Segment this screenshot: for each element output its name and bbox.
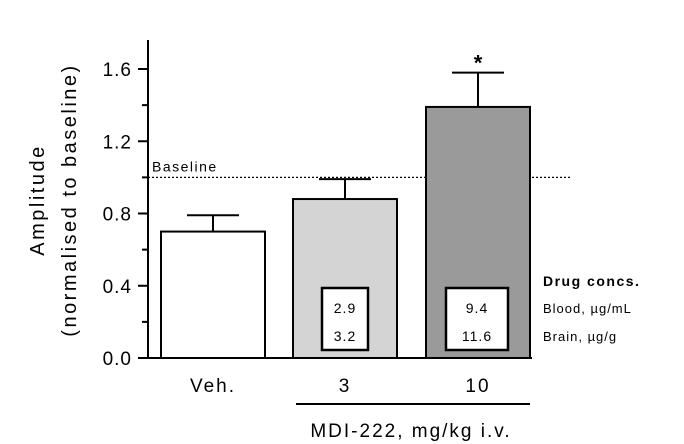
drug-concs-blood-label: Blood, µg/mL bbox=[543, 301, 632, 316]
bar-veh bbox=[160, 230, 266, 359]
category-label-veh: Veh. bbox=[190, 376, 236, 397]
conc-box-3-blood: 2.9 bbox=[334, 300, 356, 316]
conc-box-3mgkg: 2.9 3.2 bbox=[320, 286, 370, 352]
y-axis-title-line1: Amplitude bbox=[27, 144, 49, 255]
bars-group: * bbox=[148, 51, 532, 360]
significance-marker: * bbox=[474, 51, 483, 76]
y-axis-ticks: 0.0 0.4 0.8 1.2 1.6 bbox=[103, 60, 148, 370]
y-tick-label: 1.2 bbox=[103, 132, 132, 153]
category-label-10: 10 bbox=[465, 376, 490, 397]
conc-box-10-blood: 9.4 bbox=[466, 300, 488, 316]
conc-box-3-brain: 3.2 bbox=[334, 328, 356, 344]
conc-box-10mgkg: 9.4 11.6 bbox=[444, 286, 510, 352]
baseline-label: Baseline bbox=[152, 158, 218, 174]
y-tick-label: 0.4 bbox=[103, 277, 132, 298]
y-tick-label: 0.0 bbox=[103, 349, 132, 370]
conc-box-10-brain: 11.6 bbox=[462, 328, 492, 344]
drug-concs-title: Drug concs. bbox=[543, 273, 640, 289]
y-tick-label: 0.8 bbox=[103, 205, 132, 226]
category-label-3: 3 bbox=[339, 376, 352, 397]
x-axis-title: MDI-222, mg/kg i.v. bbox=[310, 421, 511, 442]
y-axis-title-line2: (normalised to baseline) bbox=[59, 63, 81, 336]
y-tick-label: 1.6 bbox=[103, 60, 132, 81]
drug-concs-brain-label: Brain, µg/g bbox=[543, 329, 617, 344]
